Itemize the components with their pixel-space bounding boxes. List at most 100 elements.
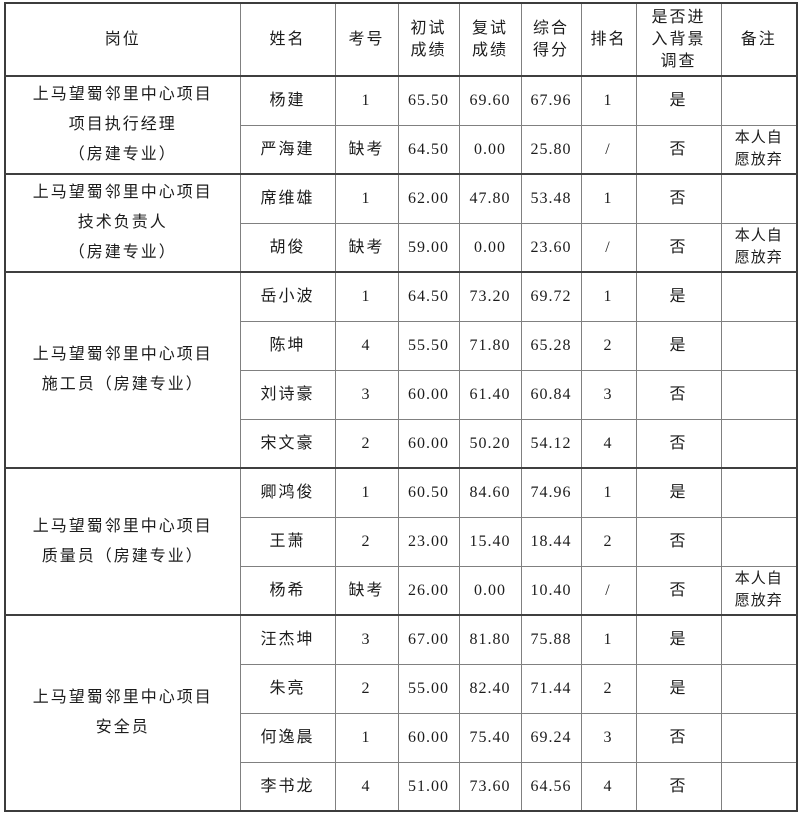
cell-second-score: 73.60 <box>458 761 522 812</box>
cell-name: 汪杰坤 <box>239 614 336 665</box>
cell-exam-no: 2 <box>334 663 399 714</box>
cell-rank: 3 <box>580 712 637 763</box>
cell-second-score: 47.80 <box>458 173 522 224</box>
position-line: 上马望蜀邻里中心项目 <box>32 346 213 363</box>
cell-overall-score: 71.44 <box>520 663 582 714</box>
cell-first-score: 60.00 <box>397 418 460 469</box>
cell-rank: 1 <box>580 467 637 518</box>
cell-background-check: 是 <box>635 614 722 665</box>
cell-exam-no: 1 <box>334 173 399 224</box>
cell-note <box>720 369 798 420</box>
cell-note: 本人自愿放弃 <box>720 124 798 175</box>
cell-first-score: 64.50 <box>397 271 460 322</box>
cell-exam-no: 缺考 <box>334 124 399 175</box>
position-line: 上马望蜀邻里中心项目 <box>32 86 213 103</box>
cell-first-score: 55.50 <box>397 320 460 371</box>
cell-note <box>720 761 798 812</box>
cell-note <box>720 320 798 371</box>
cell-first-score: 60.50 <box>397 467 460 518</box>
cell-second-score: 0.00 <box>458 565 522 616</box>
cell-note <box>720 467 798 518</box>
column-header-rank: 排名 <box>580 2 637 77</box>
cell-background-check: 否 <box>635 173 722 224</box>
cell-second-score: 61.40 <box>458 369 522 420</box>
position-cell: 上马望蜀邻里中心项目 安全员 <box>4 614 241 812</box>
cell-first-score: 64.50 <box>397 124 460 175</box>
table-row: 何逸晨 1 60.00 75.40 69.24 3 否 <box>5 712 798 763</box>
cell-exam-no: 2 <box>334 418 399 469</box>
cell-first-score: 60.00 <box>397 712 460 763</box>
table-row: 胡俊 缺考 59.00 0.00 23.60 / 否 本人自愿放弃 <box>5 222 798 273</box>
cell-overall-score: 23.60 <box>520 222 582 273</box>
table-row: 上马望蜀邻里中心项目 项目执行经理 （房建专业） 杨建 1 65.50 69.6… <box>4 75 798 175</box>
cell-second-score: 84.60 <box>458 467 522 518</box>
cell-first-score: 65.50 <box>397 75 460 126</box>
cell-background-check: 是 <box>635 271 722 322</box>
position-cell: 上马望蜀邻里中心项目 项目执行经理 （房建专业） <box>4 75 241 175</box>
cell-exam-no: 3 <box>334 614 399 665</box>
cell-name: 卿鸿俊 <box>239 467 336 518</box>
table-row: 李书龙 4 51.00 73.60 64.56 4 否 <box>5 761 798 812</box>
cell-name: 朱亮 <box>239 663 336 714</box>
cell-first-score: 62.00 <box>397 173 460 224</box>
cell-exam-no: 3 <box>334 369 399 420</box>
cell-first-score: 59.00 <box>397 222 460 273</box>
cell-background-check: 否 <box>635 565 722 616</box>
cell-name: 李书龙 <box>239 761 336 812</box>
cell-name: 岳小波 <box>239 271 336 322</box>
cell-rank: 1 <box>580 75 637 126</box>
table-row: 上马望蜀邻里中心项目 技术负责人 （房建专业） 席维雄 1 62.00 47.8… <box>4 173 798 273</box>
cell-background-check: 是 <box>635 467 722 518</box>
cell-name: 王萧 <box>239 516 336 567</box>
cell-first-score: 67.00 <box>397 614 460 665</box>
cell-exam-no: 1 <box>334 467 399 518</box>
column-header-first-score: 初试成绩 <box>397 2 460 77</box>
cell-name: 杨建 <box>239 75 336 126</box>
cell-first-score: 55.00 <box>397 663 460 714</box>
cell-name: 陈坤 <box>239 320 336 371</box>
cell-background-check: 否 <box>635 369 722 420</box>
cell-rank: 1 <box>580 271 637 322</box>
cell-name: 严海建 <box>239 124 336 175</box>
cell-exam-no: 4 <box>334 320 399 371</box>
cell-overall-score: 65.28 <box>520 320 582 371</box>
position-line: 项目执行经理 <box>68 116 177 133</box>
table-row: 刘诗豪 3 60.00 61.40 60.84 3 否 <box>5 369 798 420</box>
cell-rank: 2 <box>580 516 637 567</box>
table-row: 杨希 缺考 26.00 0.00 10.40 / 否 本人自愿放弃 <box>5 565 798 616</box>
cell-second-score: 50.20 <box>458 418 522 469</box>
table-row: 严海建 缺考 64.50 0.00 25.80 / 否 本人自愿放弃 <box>5 124 798 175</box>
cell-note: 本人自愿放弃 <box>720 565 798 616</box>
cell-overall-score: 10.40 <box>520 565 582 616</box>
cell-overall-score: 64.56 <box>520 761 582 812</box>
column-header-overall-score: 综合得分 <box>520 2 582 77</box>
cell-second-score: 0.00 <box>458 222 522 273</box>
cell-note <box>720 271 798 322</box>
cell-overall-score: 54.12 <box>520 418 582 469</box>
table-row: 上马望蜀邻里中心项目 质量员（房建专业） 卿鸿俊 1 60.50 84.60 7… <box>4 467 798 616</box>
cell-note <box>720 516 798 567</box>
cell-exam-no: 1 <box>334 271 399 322</box>
cell-rank: / <box>580 222 637 273</box>
cell-second-score: 15.40 <box>458 516 522 567</box>
position-line: 技术负责人 <box>77 214 168 231</box>
position-line: （房建专业） <box>68 244 177 261</box>
position-line: 上马望蜀邻里中心项目 <box>32 517 213 535</box>
position-line: （房建专业） <box>68 146 177 163</box>
exam-results-table: 岗位 姓名 考号 初试成绩 复试成绩 综合得分 排名 是否进入背景调查 备注 上… <box>4 2 798 812</box>
cell-background-check: 否 <box>635 516 722 567</box>
cell-exam-no: 4 <box>334 761 399 812</box>
column-header-exam-no: 考号 <box>334 2 399 77</box>
cell-name: 席维雄 <box>239 173 336 224</box>
cell-overall-score: 60.84 <box>520 369 582 420</box>
position-line: 安全员 <box>95 719 150 736</box>
cell-rank: 1 <box>580 173 637 224</box>
cell-background-check: 是 <box>635 75 722 126</box>
cell-overall-score: 69.24 <box>520 712 582 763</box>
cell-second-score: 73.20 <box>458 271 522 322</box>
cell-overall-score: 74.96 <box>520 467 582 518</box>
cell-exam-no: 缺考 <box>334 222 399 273</box>
cell-name: 胡俊 <box>239 222 336 273</box>
table-row: 陈坤 4 55.50 71.80 65.28 2 是 <box>5 320 798 371</box>
cell-note <box>720 75 798 126</box>
